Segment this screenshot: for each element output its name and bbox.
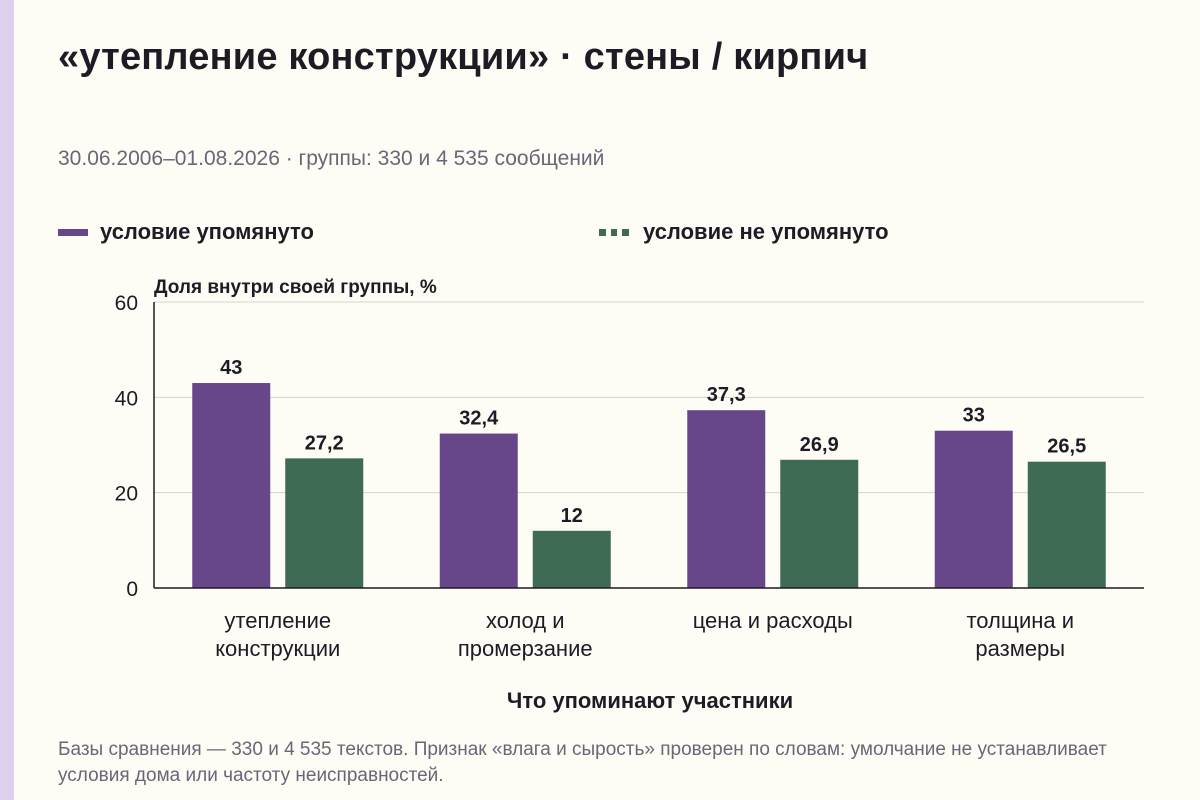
legend-label-mentioned: условие упомянуто [100, 219, 314, 244]
x-tick-label: толщина и [966, 608, 1074, 633]
bar-mentioned [439, 433, 518, 588]
bar-mentioned [192, 383, 271, 588]
bar-mentioned [934, 430, 1013, 588]
data-label-not-mentioned: 27,2 [305, 432, 344, 454]
chart-subtitle: 30.06.2006–01.08.2026 · группы: 330 и 4 … [58, 147, 605, 170]
data-label-not-mentioned: 26,9 [800, 434, 839, 456]
data-label-not-mentioned: 12 [561, 505, 583, 527]
data-label-mentioned: 43 [220, 357, 242, 379]
bar-not-mentioned [285, 458, 364, 588]
x-tick-label: холод и [486, 608, 565, 633]
bar-not-mentioned [780, 459, 859, 588]
y-tick-label: 60 [115, 292, 138, 315]
y-axis-label: Доля внутри своей группы, % [154, 277, 437, 298]
data-label-mentioned: 32,4 [459, 408, 499, 430]
legend-item-not-mentioned: условие не упомянуто [599, 219, 889, 245]
legend-swatch-dashed [599, 228, 630, 236]
x-tick-label: конструкции [215, 636, 340, 661]
legend-item-mentioned: условие упомянуто [58, 219, 314, 245]
x-tick-label: размеры [975, 636, 1065, 661]
x-tick-label: цена и расходы [693, 608, 853, 633]
chart-title: «утепление конструкции» · стены / кирпич [58, 36, 869, 78]
y-tick-label: 20 [115, 483, 138, 506]
data-label-not-mentioned: 26,5 [1047, 436, 1086, 458]
legend: условие упомянуто условие не упомянуто [58, 219, 1158, 249]
y-tick-label: 40 [115, 387, 138, 410]
bar-not-mentioned [1027, 461, 1106, 588]
data-label-mentioned: 37,3 [707, 384, 746, 406]
data-label-mentioned: 33 [963, 405, 985, 427]
accent-strip [0, 0, 14, 800]
x-tick-label: промерзание [458, 636, 593, 661]
footnote: Базы сравнения — 330 и 4 535 текстов. Пр… [58, 739, 1107, 786]
x-tick-label: утепление [224, 608, 331, 633]
y-tick-label: 0 [126, 578, 138, 601]
bar-not-mentioned [532, 530, 611, 588]
x-axis-label: Что упоминают участники [507, 688, 793, 713]
bar-mentioned [687, 410, 766, 588]
legend-swatch-solid [58, 228, 88, 236]
legend-label-not-mentioned: условие не упомянуто [643, 219, 889, 244]
